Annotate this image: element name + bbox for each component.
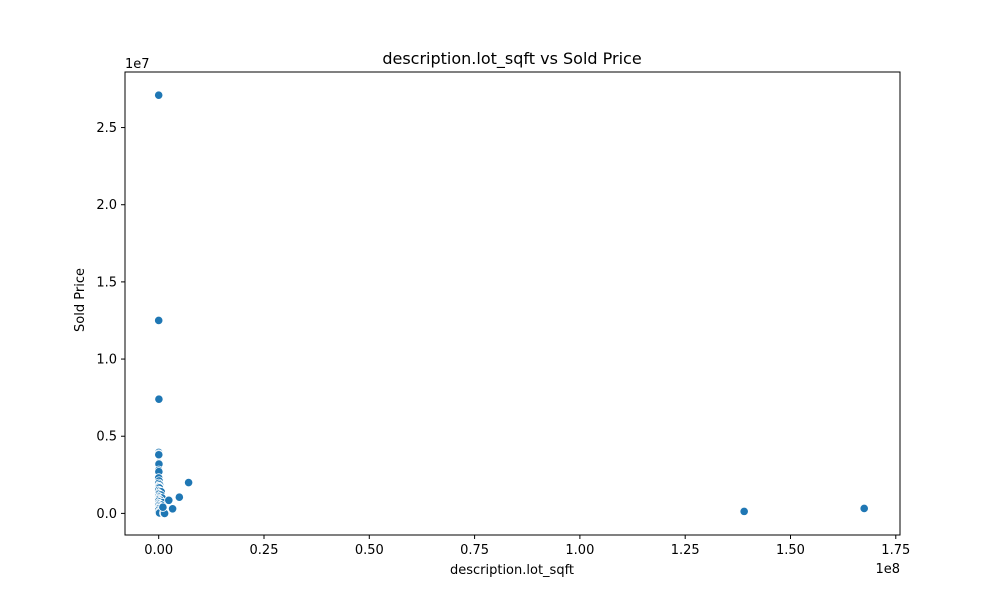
x-tick-label: 1.25: [671, 543, 700, 558]
data-point: [164, 495, 174, 505]
y-offset-label: 1e7: [125, 57, 150, 72]
data-point: [184, 477, 194, 488]
data-point: [859, 503, 869, 514]
y-tick-label: 2.5: [96, 121, 117, 136]
chart-title: description.lot_sqft vs Sold Price: [382, 49, 641, 69]
y-tick-label: 0.5: [96, 430, 117, 445]
y-tick-label: 1.5: [96, 275, 117, 290]
y-axis-ticks: 0.0 0.5 1.0 1.5 2.0 2.5: [96, 121, 125, 522]
data-point: [154, 394, 164, 404]
x-tick-label: 0.50: [355, 543, 384, 558]
x-offset-label: 1e8: [875, 562, 900, 577]
y-tick-label: 0.0: [96, 507, 117, 522]
data-points: [154, 90, 869, 518]
x-axis-label: description.lot_sqft: [450, 563, 574, 578]
data-point: [158, 502, 168, 512]
y-axis-label: Sold Price: [73, 268, 88, 332]
data-point: [167, 504, 178, 514]
plot-frame: [124, 71, 901, 536]
data-point: [174, 492, 184, 502]
x-tick-label: 0.00: [144, 543, 173, 558]
x-tick-label: 0.25: [250, 543, 279, 558]
x-tick-label: 1.75: [881, 543, 910, 558]
x-tick-label: 1.00: [565, 543, 594, 558]
data-point: [154, 315, 164, 326]
y-tick-label: 1.0: [96, 353, 117, 368]
x-tick-label: 1.50: [776, 543, 805, 558]
x-axis-ticks: 0.00 0.25 0.50 0.75 1.00 1.25 1.50 1.75: [144, 535, 910, 558]
data-point: [154, 450, 164, 460]
data-point: [154, 90, 164, 100]
y-tick-label: 2.0: [96, 198, 117, 213]
x-tick-label: 0.75: [460, 543, 489, 558]
data-point: [739, 506, 749, 516]
